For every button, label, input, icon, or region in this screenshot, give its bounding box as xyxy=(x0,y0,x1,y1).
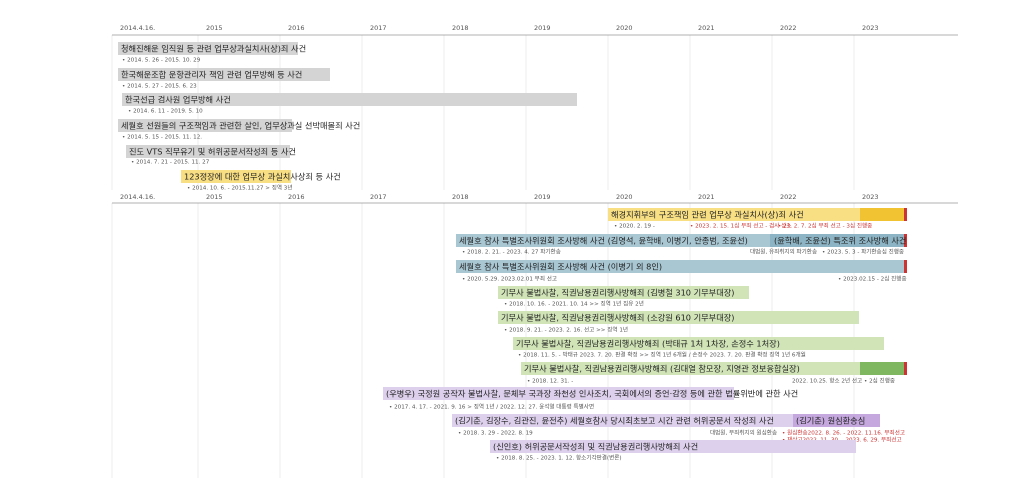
case-title-secondary: (김기춘) 원심환송심 xyxy=(796,416,865,426)
case-bar-segment xyxy=(904,260,907,273)
case-bar-segment xyxy=(904,362,907,375)
axis-label: 2014.4.16. xyxy=(120,24,155,32)
case-bar xyxy=(452,414,880,427)
case-bar xyxy=(498,311,859,324)
case-note: • 원심환송2022. 8. 26. - 2022. 11.16. 무죄선고 xyxy=(782,429,905,437)
case-note: • 2023. 2. 15. 1심 무죄 선고 - 검사 상소 xyxy=(690,222,791,230)
case-bar xyxy=(608,208,906,221)
case-note: • 23. 2. 7. 2심 무죄 선고 - 3심 진행중 xyxy=(778,222,872,230)
case-note: • 2014. 7. 21 - 2015. 11. 27 xyxy=(131,160,210,166)
axis-label: 2021 xyxy=(698,24,715,32)
case-bar xyxy=(181,170,291,183)
case-bar xyxy=(513,337,884,350)
axis-label: 2015 xyxy=(206,193,223,201)
axis-label: 2017 xyxy=(370,193,387,201)
case-bar xyxy=(118,42,298,55)
case-note: • 2018. 9. 21. - 2023. 2. 16. 선고 >> 징역 1… xyxy=(504,326,628,334)
case-note: • 2018. 12. 31. - xyxy=(527,379,573,385)
case-bar-segment xyxy=(770,234,904,247)
case-title: 세월호 참사 특별조사위원회 조사방해 사건 (김영석, 윤학배, 이병기, 안… xyxy=(459,236,748,246)
case-bar xyxy=(383,387,734,400)
case-bar xyxy=(521,362,906,375)
axis-label: 2022 xyxy=(780,193,797,201)
axis-label: 2023 xyxy=(862,193,879,201)
case-note: • 2020. 2. 19 - xyxy=(614,224,655,230)
case-bar xyxy=(126,145,290,158)
case-title: 청해진해운 임직원 등 관련 업무상과실치사(상)죄 사건 xyxy=(121,44,306,54)
case-title: 기무사 불법사찰, 직권남용권리행사방해죄 (소강원 610 기무부대장) xyxy=(501,313,734,323)
axis-label: 2018 xyxy=(452,193,469,201)
case-note: • 2018. 11. 5. - 박태규 2023. 7. 20. 판결 확정 … xyxy=(518,351,806,359)
case-title: 세월호 선원들의 구조책임과 관련한 살인, 업무상과실 선박매몰죄 사건 xyxy=(121,121,360,131)
case-note: • 2014. 10. 6. - 2015.11.27 > 징역 3년 xyxy=(187,184,293,192)
case-note: • 2014. 5. 15 - 2015. 11. 12. xyxy=(122,135,202,141)
case-title: 기무사 불법사찰, 직권남용권리행사방해죄 (박태규 1처 1차장, 손정수 1… xyxy=(516,339,780,349)
axis-label: 2016 xyxy=(288,193,305,201)
axis-label: 2015 xyxy=(206,24,223,32)
case-title: 해경지휘부의 구조책임 관련 업무상 과실치사(상)죄 사건 xyxy=(611,210,804,220)
case-title: 진도 VTS 직무유기 및 허위공문서작성죄 등 사건 xyxy=(129,147,296,157)
case-note: • 2014. 5. 27 - 2015. 6. 23 xyxy=(122,84,197,90)
axis-label: 2014.4.16. xyxy=(120,193,155,201)
case-bar xyxy=(498,286,749,299)
case-note: • 2018. 8. 25. - 2023. 1. 12. 항소기각판결(변론) xyxy=(496,454,622,462)
axis-label: 2019 xyxy=(534,24,551,32)
case-note: • 2014. 6. 11 - 2019. 5. 10 xyxy=(128,109,203,115)
case-bar-segment xyxy=(860,362,904,375)
case-bar xyxy=(490,440,856,453)
axis-label: 2016 xyxy=(288,24,305,32)
case-note: 대법원, 유죄취지의 파기환송 xyxy=(750,248,817,256)
case-title: 123정장에 대한 업무상 과실치사상죄 등 사건 xyxy=(184,172,341,182)
case-note: • 2014. 5. 26 - 2015. 10. 29 xyxy=(122,58,201,64)
case-bar-segment xyxy=(904,234,907,247)
case-bar xyxy=(118,119,292,132)
case-note: • 2018. 3. 29 - 2022. 8. 19 xyxy=(458,431,533,437)
axis-label: 2021 xyxy=(698,193,715,201)
case-note: • 2018. 2. 21. - 2023. 4. 27 파기환송 xyxy=(462,248,561,256)
case-title: 기무사 불법사찰, 직권남용권리행사방해죄 (김병철 310 기무부대장) xyxy=(501,288,734,298)
case-title: 한국해운조합 운항관리자 책임 관련 업무방해 등 사건 xyxy=(121,70,302,80)
axis-label: 2022 xyxy=(780,24,797,32)
axis-label: 2019 xyxy=(534,193,551,201)
case-bar-segment xyxy=(860,208,904,221)
axis-label: 2023 xyxy=(862,24,879,32)
case-title: (신인호) 허위공문서작성죄 및 직권남용권리행사방해죄 사건 xyxy=(493,442,698,452)
case-bar xyxy=(118,68,330,81)
case-title: (김기춘, 김장수, 김관진, 윤전추) 세월호참사 당시최초보고 시간 관련 … xyxy=(455,416,774,426)
case-bar xyxy=(456,260,906,273)
case-bar-segment xyxy=(793,414,880,427)
case-title: 기무사 불법사찰, 직권남용권리행사방해죄 (김대열 참모장, 지영관 정보융합… xyxy=(524,364,800,374)
case-title-secondary: (윤학배, 조윤선) 특조위 조사방해 사건 xyxy=(774,236,906,246)
case-note: 대법원, 무죄취지의 원심환송 xyxy=(710,429,777,437)
case-bar-segment xyxy=(904,208,907,221)
axis-label: 2020 xyxy=(616,193,633,201)
axis-label: 2020 xyxy=(616,24,633,32)
case-note: • 2017. 4. 17. - 2021. 9. 16 > 징역 1년 / 2… xyxy=(389,403,594,411)
case-note: • 2018. 10. 16. - 2021. 10. 14 >> 징역 1년 … xyxy=(504,300,644,308)
case-note: • 2020. 5.29. 2023.02.01 무죄 선고 xyxy=(462,275,557,283)
case-title: 한국선급 검사원 업무방해 사건 xyxy=(125,95,231,105)
axis-label: 2018 xyxy=(452,24,469,32)
axis-label: 2017 xyxy=(370,24,387,32)
case-title: 세월호 참사 특별조사위원회 조사방해 사건 (이병기 외 8인) xyxy=(459,262,662,272)
case-note: 2022. 10.25. 항소 2년 선고 • 2심 진행중 xyxy=(792,377,895,385)
case-note: • 재상고2022. 11. 30. - 2023. 6. 29. 무죄선고 xyxy=(782,436,902,444)
case-note: • 2023. 5. 3 - 파기환송심 진행중 xyxy=(822,248,904,256)
case-title: (우병우) 국정원 공작자 불법사찰, 문체부 국과장 좌천성 인사조치, 국회… xyxy=(386,389,798,399)
case-note: • 2023.02.15 - 2심 진행중 xyxy=(838,275,907,283)
case-bar xyxy=(122,93,577,106)
